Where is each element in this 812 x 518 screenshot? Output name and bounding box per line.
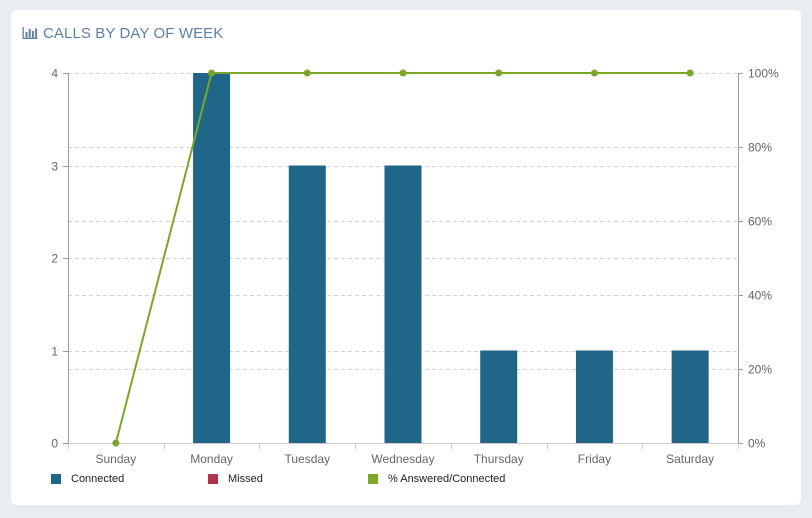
- point-answered-monday: [208, 69, 216, 77]
- y-right-tick-label: 0%: [748, 437, 766, 451]
- x-tick-label: Saturday: [666, 452, 714, 466]
- bar-connected-monday: [193, 73, 231, 443]
- y-left-tick-label: 4: [51, 67, 58, 81]
- y-right-tick-label: 20%: [748, 363, 772, 377]
- legend-label-missed: Missed: [228, 473, 263, 485]
- bar-connected-wednesday: [384, 165, 422, 443]
- y-left-tick-label: 0: [51, 437, 58, 451]
- card-title: CALLS BY DAY OF WEEK: [43, 24, 224, 42]
- card-header: CALLS BY DAY OF WEEK: [22, 22, 223, 44]
- chart-card: CALLS BY DAY OF WEEK 0 1 2 3 4 0% 20% 40% 60% 80%…: [11, 10, 801, 505]
- y-right-tick-label: 40%: [748, 289, 772, 303]
- x-tick-label: Wednesday: [371, 452, 434, 466]
- legend-swatch-missed: [208, 474, 218, 484]
- x-tick-label: Sunday: [96, 452, 137, 466]
- legend-item-answered[interactable]: % Answered/Connected: [368, 473, 505, 485]
- point-answered-saturday: [686, 69, 694, 77]
- point-answered-tuesday: [303, 69, 311, 77]
- x-tick-label: Friday: [578, 452, 611, 466]
- point-answered-wednesday: [399, 69, 407, 77]
- point-answered-thursday: [495, 69, 503, 77]
- x-tick-label: Monday: [190, 452, 233, 466]
- legend-swatch-answered: [368, 474, 378, 484]
- chart-legend: Connected Missed % Answered/Connected: [51, 473, 651, 489]
- y-right-tick-label: 60%: [748, 215, 772, 229]
- legend-swatch-connected: [51, 474, 61, 484]
- bar-chart-icon: [22, 27, 38, 39]
- legend-label-connected: Connected: [71, 473, 125, 485]
- bar-connected-thursday: [480, 350, 518, 443]
- y-left-tick-label: 2: [51, 252, 58, 266]
- y-left-tick-label: 1: [51, 345, 58, 359]
- bar-connected-saturday: [671, 350, 709, 443]
- y-right-tick-label: 80%: [748, 141, 772, 155]
- x-tick-label: Tuesday: [284, 452, 330, 466]
- bar-connected-tuesday: [288, 165, 326, 443]
- y-left-tick-label: 3: [51, 160, 58, 174]
- legend-item-connected[interactable]: Connected: [51, 473, 124, 485]
- legend-label-answered: % Answered/Connected: [388, 473, 506, 485]
- y-right-tick-label: 100%: [748, 67, 779, 81]
- point-answered-sunday: [112, 439, 120, 447]
- legend-item-missed[interactable]: Missed: [208, 473, 263, 485]
- bar-connected-friday: [575, 350, 613, 443]
- x-tick-label: Thursday: [474, 452, 524, 466]
- point-answered-friday: [590, 69, 598, 77]
